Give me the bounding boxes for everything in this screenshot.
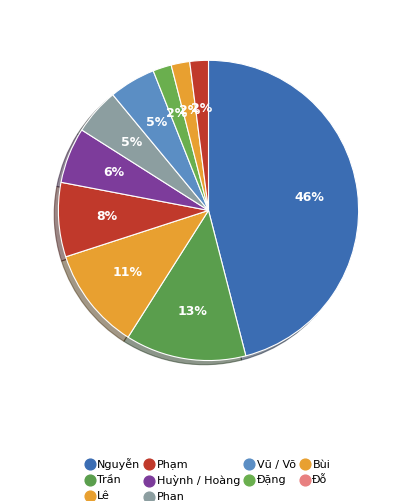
- Text: 2%: 2%: [191, 102, 213, 115]
- Text: 5%: 5%: [146, 116, 167, 129]
- Wedge shape: [128, 210, 246, 361]
- Text: 6%: 6%: [103, 166, 124, 179]
- Text: 8%: 8%: [96, 210, 117, 223]
- Text: 5%: 5%: [121, 136, 143, 149]
- Wedge shape: [113, 71, 208, 210]
- Wedge shape: [153, 65, 208, 210]
- Text: 46%: 46%: [295, 191, 325, 204]
- Legend: Nguyễn, Trần, Lê, Phạm, Huỳnh / Hoàng, Phan, Vũ / Võ, Đặng, Bùi, Đỗ: Nguyễn, Trần, Lê, Phạm, Huỳnh / Hoàng, P…: [83, 454, 334, 501]
- Text: 2%: 2%: [179, 104, 200, 117]
- Wedge shape: [171, 62, 208, 210]
- Text: 11%: 11%: [113, 267, 143, 280]
- Wedge shape: [66, 210, 208, 337]
- Wedge shape: [58, 182, 208, 257]
- Wedge shape: [190, 60, 208, 210]
- Wedge shape: [82, 95, 208, 210]
- Wedge shape: [61, 130, 208, 210]
- Text: 13%: 13%: [178, 305, 208, 318]
- Text: 2%: 2%: [166, 107, 188, 120]
- Wedge shape: [208, 60, 359, 356]
